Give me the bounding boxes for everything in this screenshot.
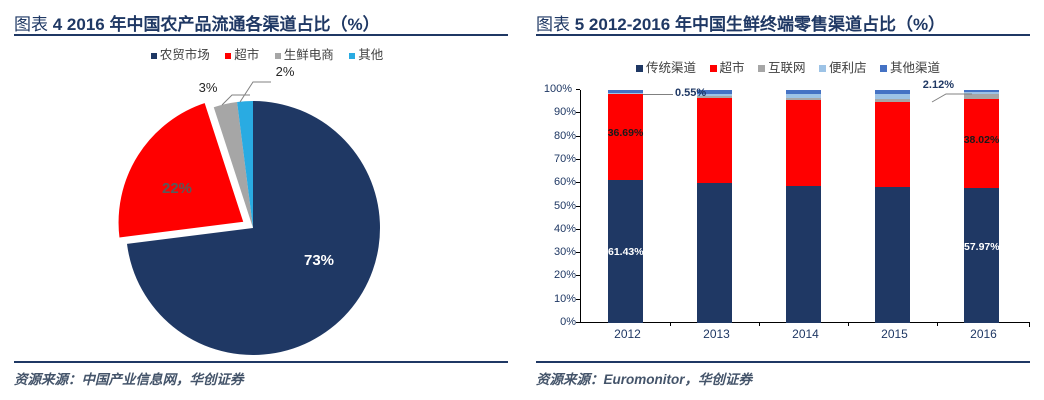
svg-text:3%: 3%: [199, 80, 218, 95]
svg-text:2%: 2%: [276, 64, 295, 79]
svg-text:73%: 73%: [304, 252, 334, 269]
svg-text:22%: 22%: [162, 180, 192, 197]
